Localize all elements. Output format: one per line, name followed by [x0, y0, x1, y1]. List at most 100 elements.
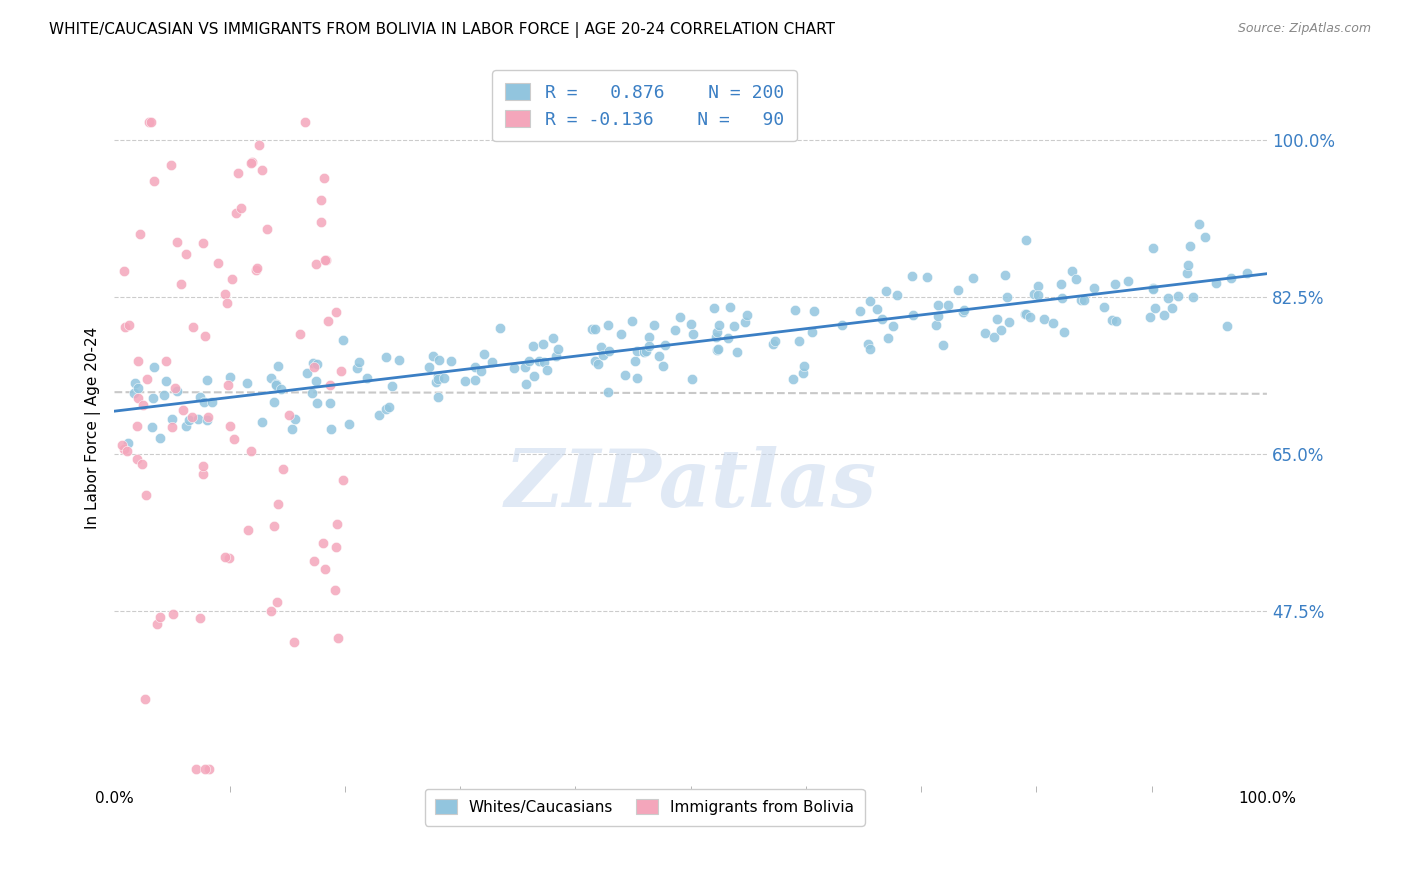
Point: [214, 550, 236, 565]
Point: [138, 115, 160, 129]
Point: [112, 264, 135, 278]
Point: [1028, 288, 1050, 302]
Point: [240, 156, 263, 170]
Point: [915, 270, 938, 285]
Point: [222, 432, 245, 446]
Point: [422, 349, 444, 363]
Point: [523, 369, 546, 384]
Point: [546, 349, 568, 363]
Point: [654, 338, 676, 352]
Point: [901, 308, 924, 322]
Point: [240, 444, 263, 458]
Point: [294, 115, 316, 129]
Point: [174, 418, 197, 433]
Point: [198, 762, 221, 776]
Point: [214, 287, 236, 301]
Point: [589, 340, 612, 354]
Point: [190, 611, 212, 625]
Point: [624, 354, 647, 368]
Point: [596, 385, 619, 400]
Point: [375, 402, 398, 417]
Point: [882, 319, 904, 334]
Point: [877, 331, 900, 345]
Point: [581, 321, 603, 335]
Point: [323, 583, 346, 598]
Point: [180, 410, 202, 425]
Point: [302, 360, 325, 375]
Point: [139, 115, 162, 129]
Point: [610, 327, 633, 342]
Point: [318, 313, 340, 327]
Point: [1019, 310, 1042, 324]
Point: [707, 318, 730, 332]
Point: [388, 353, 411, 368]
Point: [111, 438, 134, 452]
Point: [217, 378, 239, 392]
Point: [849, 304, 872, 318]
Point: [190, 390, 212, 404]
Point: [135, 372, 157, 386]
Point: [337, 417, 360, 431]
Point: [995, 290, 1018, 304]
Point: [1015, 233, 1038, 247]
Point: [938, 298, 960, 312]
Point: [792, 367, 814, 381]
Point: [256, 222, 278, 236]
Point: [166, 384, 188, 399]
Point: [263, 519, 285, 533]
Point: [652, 359, 675, 374]
Point: [613, 368, 636, 382]
Point: [994, 268, 1017, 282]
Point: [252, 415, 274, 429]
Point: [1167, 288, 1189, 302]
Point: [1182, 290, 1205, 304]
Point: [427, 352, 450, 367]
Point: [1116, 274, 1139, 288]
Point: [207, 255, 229, 269]
Point: [375, 350, 398, 364]
Point: [191, 458, 214, 473]
Point: [131, 457, 153, 471]
Point: [1070, 293, 1092, 307]
Point: [1073, 293, 1095, 307]
Point: [1028, 279, 1050, 293]
Point: [187, 411, 209, 425]
Point: [932, 338, 955, 352]
Point: [176, 247, 198, 261]
Point: [260, 371, 283, 385]
Point: [304, 554, 326, 568]
Point: [418, 359, 440, 374]
Point: [990, 323, 1012, 337]
Point: [325, 540, 347, 554]
Point: [1066, 271, 1088, 285]
Point: [703, 301, 725, 315]
Point: [309, 214, 332, 228]
Point: [277, 409, 299, 423]
Point: [638, 338, 661, 352]
Point: [295, 366, 318, 380]
Point: [901, 268, 924, 283]
Point: [225, 206, 247, 220]
Point: [706, 343, 728, 357]
Point: [271, 462, 294, 476]
Point: [312, 536, 335, 550]
Point: [763, 334, 786, 348]
Point: [160, 419, 183, 434]
Point: [1101, 312, 1123, 326]
Point: [326, 517, 349, 532]
Point: [727, 344, 749, 359]
Point: [586, 357, 609, 371]
Point: [1139, 310, 1161, 325]
Point: [513, 359, 536, 374]
Point: [664, 323, 686, 337]
Point: [1042, 316, 1064, 330]
Point: [598, 318, 620, 332]
Point: [191, 467, 214, 482]
Point: [454, 374, 477, 388]
Point: [288, 327, 311, 342]
Point: [219, 418, 242, 433]
Point: [787, 334, 810, 349]
Point: [472, 347, 495, 361]
Point: [166, 235, 188, 249]
Point: [681, 372, 703, 386]
